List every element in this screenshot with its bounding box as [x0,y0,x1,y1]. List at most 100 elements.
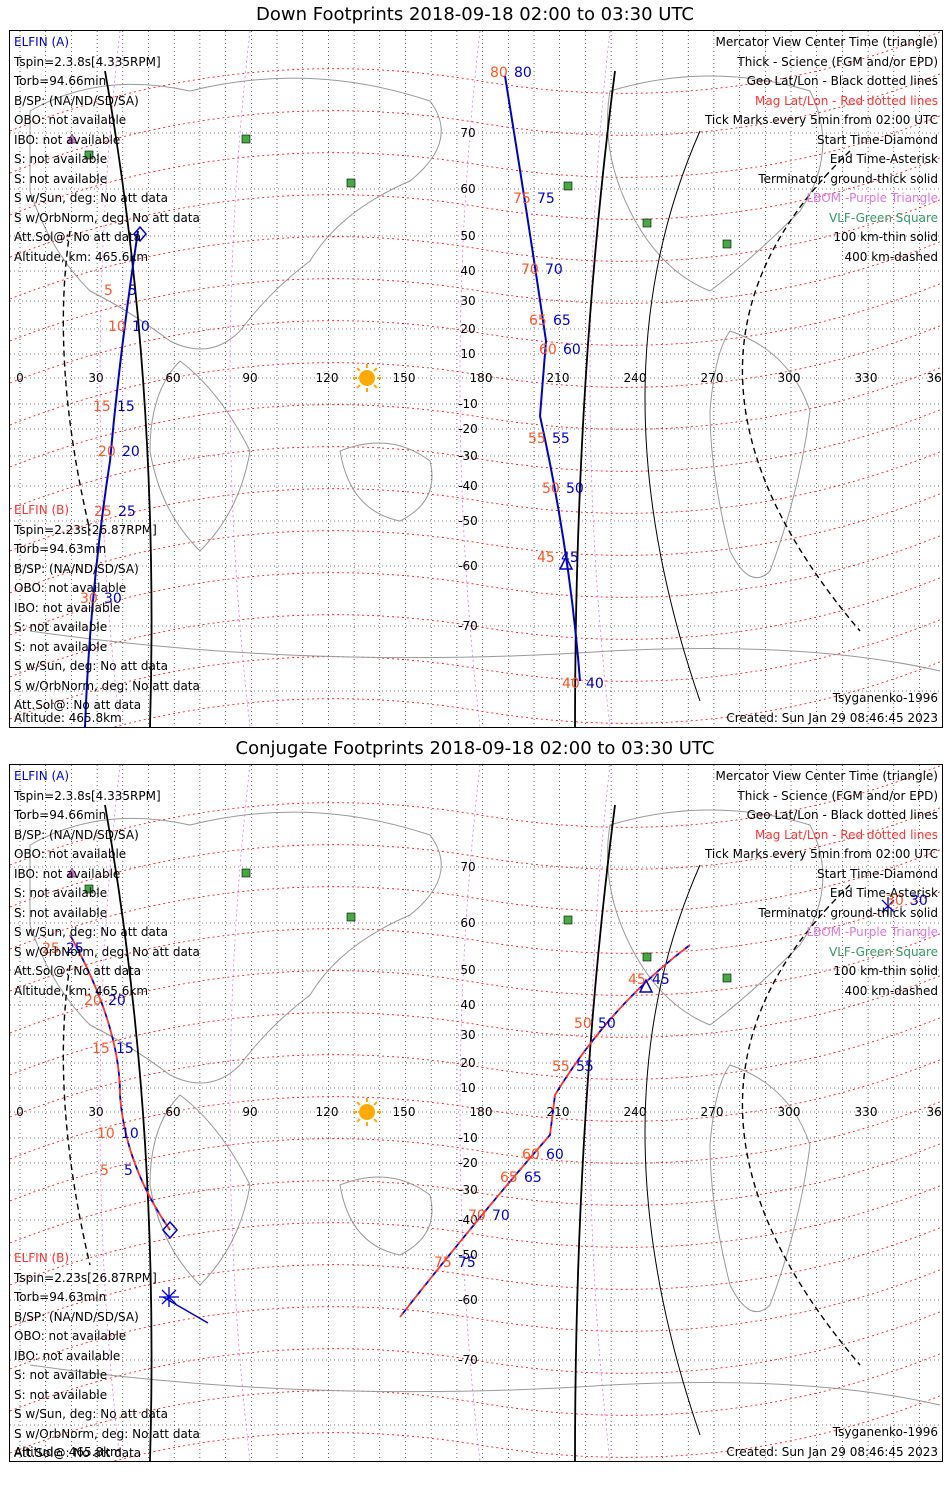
terminator-400km [741,884,861,1366]
terminator-400km [741,150,861,632]
tick-label-elfin-b: 30 [104,591,122,607]
terminator-100km [644,864,701,1436]
info-line: S: not available [14,171,108,186]
lat-tick-label: -30 [458,449,478,463]
legend-item: Thick - Science (FGM and/or EPD) [737,788,938,803]
vlf-station-square [241,134,251,144]
sun-ray [356,367,361,372]
vlf-station-square [346,912,356,922]
model-label: Tsyganenko-1996 [832,691,938,705]
tick-label-elfin-a: 45 [537,550,555,566]
lon-tick-label: 60 [165,1105,180,1119]
lat-tick-label: 40 [460,998,475,1012]
lon-tick-label: 210 [547,1105,570,1119]
tick-label-elfin-b: 75 [537,191,555,207]
tick-label-elfin-b: 5 [128,283,137,299]
lat-tick-label: 20 [460,322,475,336]
terminator-100km [644,130,701,702]
tick-label-elfin-b: 20 [122,444,140,460]
info-line: Att.Sol@: No att data [14,964,142,978]
tick-label-elfin-b: 60 [563,342,581,358]
tick-label-elfin-b: 30 [910,893,928,909]
coastline [29,1364,941,1406]
tick-label-elfin-a: 50 [542,481,560,497]
mag-lat-line [10,198,942,300]
coastline [709,1064,811,1313]
terminator-ground [574,70,616,727]
tick-label-elfin-b: 50 [566,481,584,497]
tick-label-elfin-a: 10 [108,319,126,335]
legend-item: 100 km-thin solid [833,230,938,244]
tick-label-elfin-a: 50 [574,1016,592,1032]
tick-label-elfin-a: 40 [562,676,580,692]
lat-tick-label: -70 [458,619,478,633]
mag-lat-line [10,534,942,636]
mag-lat-line [10,240,942,342]
mag-lat-line [10,1184,942,1286]
info-line: S: not available [14,639,108,654]
mag-lat-line [10,765,942,866]
tick-label-elfin-a: 5 [100,1163,109,1179]
lon-tick-label: 0 [16,1105,24,1119]
mag-lat-line [112,660,942,727]
lat-tick-label: -10 [458,397,478,411]
mag-lat-line [10,492,942,594]
lon-tick-label: 60 [165,371,180,385]
info-line: Torb=94.66min [14,74,107,88]
coastline [149,1094,251,1286]
info-line: Torb=94.66min [14,808,107,822]
coastline [709,330,811,579]
map-canvas: 0 30 60 90 120 150 180 210 240 270 300 330 360 70 60 50… [10,31,942,727]
tick-label-elfin-b: 25 [118,504,136,520]
mag-lat-line [10,31,942,132]
info-line: S w/Sun, deg: No att data [14,925,168,939]
info-line: S w/Sun, deg: No att data [14,659,168,673]
end-asterisk [881,897,895,915]
legend-item: Thick - Science (FGM and/or EPD) [737,54,938,69]
info-line: B/SP: (NA/ND/SD/SA) [14,561,139,576]
coastline [29,630,941,672]
lon-tick-label: 330 [855,1105,878,1119]
lbom-triangle [66,867,78,878]
lon-tick-label: 30 [88,371,103,385]
mag-lat-line [10,1142,942,1244]
terminator-400km [62,230,91,532]
elfin-a-label: ELFIN (A) [14,35,70,49]
coastline [607,75,824,292]
lon-tick-label: 240 [624,371,647,385]
tick-label-elfin-a: 5 [104,283,113,299]
mag-lat-line [10,1226,942,1328]
sun-ray [373,367,378,372]
tick-label-elfin-a: 65 [529,313,547,329]
map-panel-down: 0 30 60 90 120 150 180 210 240 270 300 330 360 70 60 50… [9,30,943,728]
mag-lat-line [10,932,942,1034]
info-line: IBO: not available [14,866,121,881]
mag-lat-line [10,324,942,426]
legend-item: 100 km-thin solid [833,964,938,978]
lon-tick-label: 270 [701,1105,724,1119]
tick-label-elfin-b: 65 [524,1170,542,1186]
coastline [149,360,251,552]
center-triangle [558,555,574,570]
lat-tick-label: 60 [460,916,475,930]
mag-lat-line [10,890,942,992]
info-line: OBO: not available [14,113,127,127]
lon-tick-label: 300 [778,1105,801,1119]
tick-label-elfin-a: 75 [434,1255,452,1271]
elfin-a-track [504,75,581,682]
tick-label-elfin-a: 60 [522,1147,540,1163]
created-label: Created: Sun Jan 29 08:46:45 2023 [726,1445,938,1459]
lat-tick-label: 20 [460,1056,475,1070]
vlf-station-square [241,868,251,878]
lon-tick-label: 120 [316,1105,339,1119]
info-line: S: not available [14,1387,108,1402]
lon-tick-label: 150 [393,371,416,385]
mag-lat-line [10,1268,942,1370]
legend-item: 400 km-dashed [844,249,938,264]
info-line: S w/OrbNorm, deg: No att data [14,944,200,959]
info-line: Tspin=2.23s[26.87RPM] [14,1270,157,1285]
lon-tick-label: 240 [624,1105,647,1119]
tick-label-elfin-a: 15 [92,1041,110,1057]
sun-marker [359,1104,375,1120]
mag-lat-line [10,156,942,258]
